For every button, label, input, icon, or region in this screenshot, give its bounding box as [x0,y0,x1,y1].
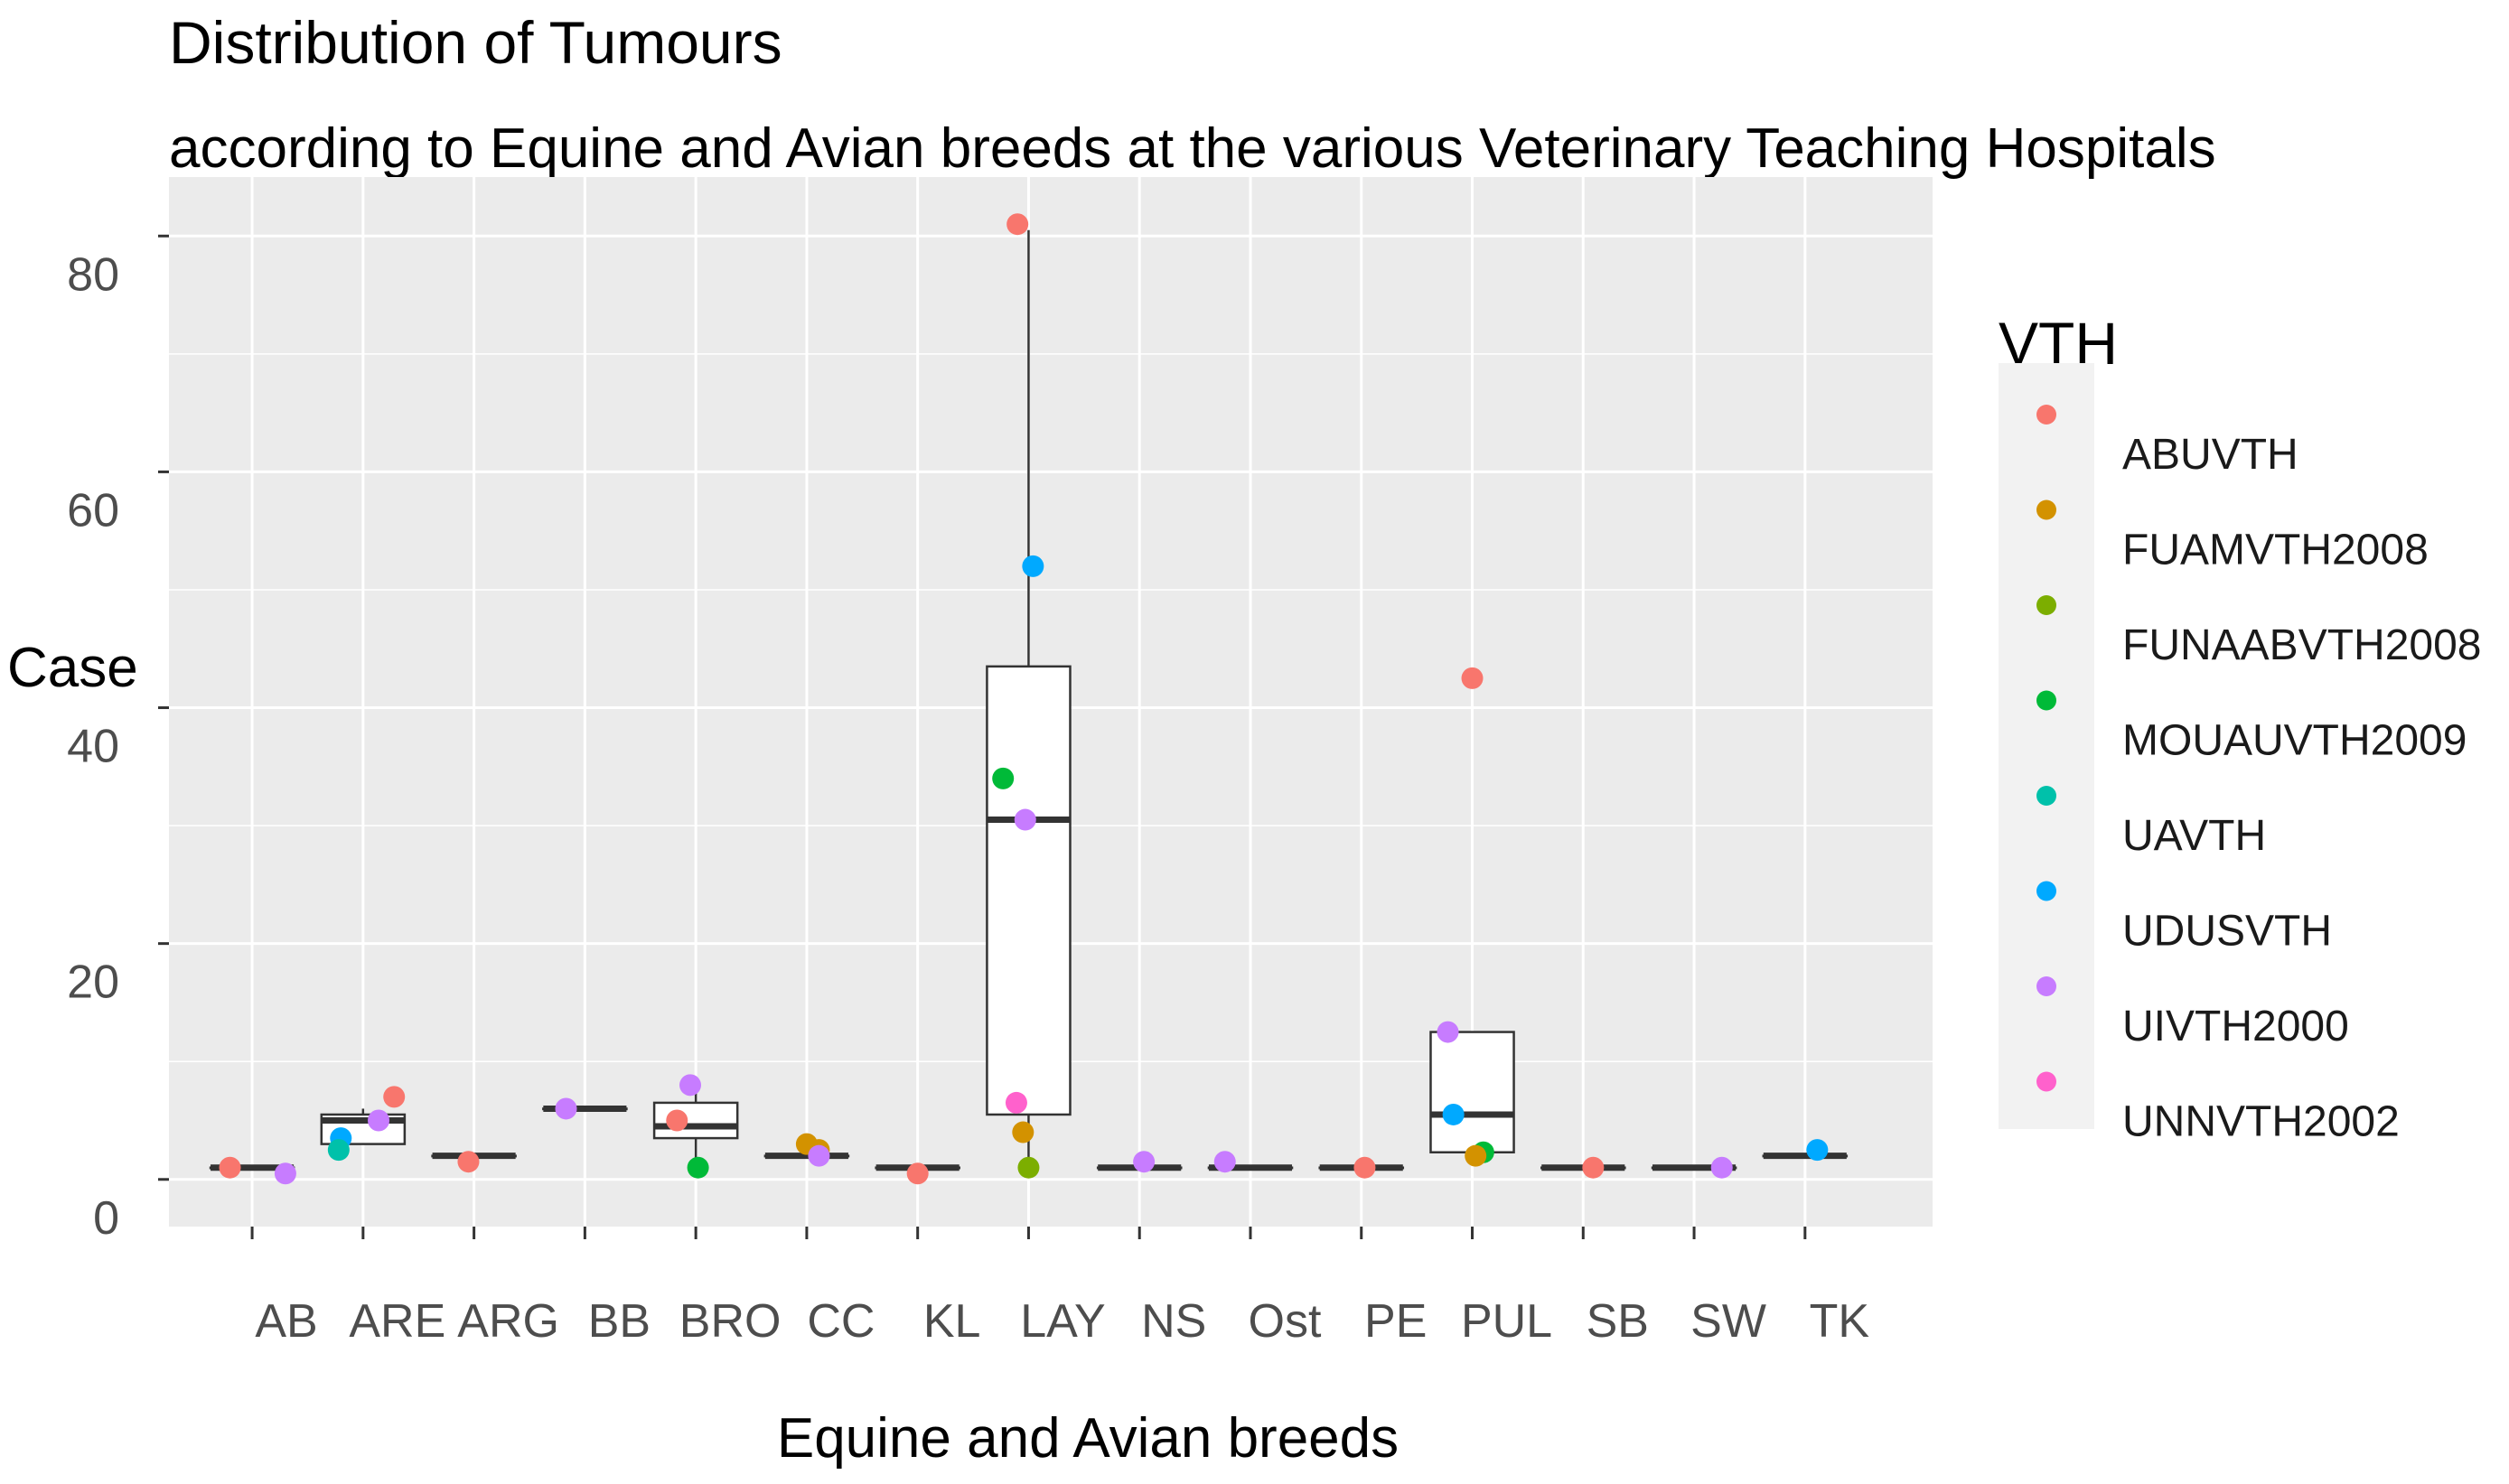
data-point [992,767,1015,789]
legend-label: FUNAABVTH2008 [2122,621,2481,669]
x-tick-label: CC [807,1295,875,1348]
legend-key [2036,690,2056,711]
x-tick-label: AB [255,1295,317,1348]
data-point [274,1162,296,1185]
data-point [1012,1121,1034,1143]
data-point [1461,667,1484,689]
x-tick-label: SB [1587,1295,1649,1348]
y-tick-label: 40 [67,721,119,773]
x-tick-label: ARE [349,1295,445,1348]
data-point [666,1109,688,1132]
data-point [1465,1144,1487,1167]
box-body [986,665,1072,1116]
y-tick-label: 60 [67,484,119,537]
data-point [1005,1091,1027,1114]
x-tick-label: KL [923,1295,981,1348]
data-point [555,1097,577,1120]
data-point [1014,808,1036,831]
data-point [1022,555,1044,577]
data-point [1353,1156,1376,1179]
x-axis: AB ARE ARG BB BRO CC KL LAY NS Ost PE PUL SB SW TK [250,1227,1870,1348]
legend-label: UNNVTH2002 [2122,1098,2400,1146]
data-point [219,1156,241,1179]
legend-label: FUAMVTH2008 [2122,527,2429,574]
chart-subtitle: according to Equine and Avian breeds at … [169,117,2216,180]
data-point [1006,213,1029,236]
legend-items: ABUVTH FUAMVTH2008 FUNAABVTH2008 MOUAUVTH20… [2036,405,2481,1146]
legend: VTH ABUVTHFUAMVTH2008FUNAABVTH2008MOUAUV… [1999,310,2481,1146]
legend-label: UAVTH [2122,812,2266,860]
y-tick-label: 20 [67,957,119,1009]
x-tick-label: Ost [1249,1295,1322,1348]
x-tick-label: BRO [679,1295,782,1348]
data-point [1442,1103,1465,1125]
chart-title: Distribution of Tumours [169,9,782,76]
legend-label: MOUAUVTH2009 [2122,717,2467,765]
x-axis-title: Equine and Avian breeds [777,1407,1399,1470]
data-point [1133,1151,1156,1173]
x-tick-label: NS [1141,1295,1206,1348]
x-tick-label: LAY [1020,1295,1105,1348]
legend-key [2036,881,2056,901]
box-cc [763,1153,850,1160]
legend-key [2036,499,2056,520]
data-point [679,1074,702,1097]
legend-label: ABUVTH [2122,431,2298,479]
legend-key [2036,405,2056,425]
legend-key [2036,595,2056,615]
data-point [327,1139,350,1162]
x-tick-label: TK [1810,1295,1870,1348]
boxes [209,229,1849,1171]
box-body [1429,1031,1515,1153]
legend-key [2036,786,2056,806]
data-point [687,1156,709,1179]
data-point [368,1109,390,1132]
x-tick-label: BB [588,1295,651,1348]
plot-panel [169,177,1933,1227]
data-point [1437,1021,1459,1043]
data-points [219,213,1829,1185]
data-point [906,1162,929,1185]
legend-key [2036,1071,2056,1092]
y-tick-label: 0 [93,1192,119,1245]
y-tick-label: 80 [67,248,119,301]
x-tick-label: ARG [457,1295,559,1348]
y-axis-title: Case [7,637,138,699]
gridlines [169,177,1933,1227]
x-tick-label: PUL [1461,1295,1552,1348]
data-point [1017,1156,1040,1179]
data-point [1806,1139,1829,1162]
data-point [1582,1156,1605,1179]
data-point [808,1144,830,1167]
data-point [1213,1151,1236,1173]
y-axis: 0 20 40 60 80 [67,234,169,1245]
x-tick-label: PE [1364,1295,1427,1348]
data-point [1710,1156,1733,1179]
data-point [457,1151,480,1173]
box-lay [986,229,1072,1168]
legend-label: UDUSVTH [2122,908,2332,956]
box-pul [1429,1031,1515,1153]
data-point [383,1086,406,1108]
legend-label: UIVTH2000 [2122,1003,2349,1050]
x-tick-label: SW [1690,1295,1766,1348]
legend-key [2036,976,2056,996]
legend-key-background [1999,363,2094,1129]
box-tk [1762,1153,1849,1160]
